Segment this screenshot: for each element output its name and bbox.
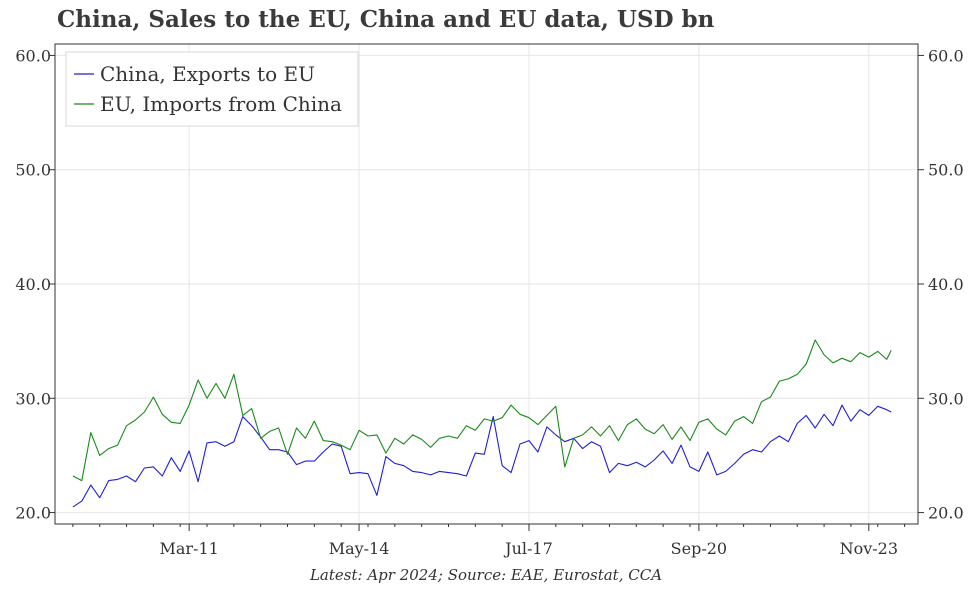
x-tick-label: Nov-23 bbox=[840, 539, 898, 558]
y-tick-label-left: 20.0 bbox=[15, 504, 51, 523]
y-tick-label-left: 60.0 bbox=[15, 46, 51, 65]
x-tick-label: Sep-20 bbox=[671, 539, 727, 558]
y-tick-label-left: 50.0 bbox=[15, 161, 51, 180]
chart-title: China, Sales to the EU, China and EU dat… bbox=[57, 6, 715, 33]
y-tick-label-left: 40.0 bbox=[15, 275, 51, 294]
x-axis: Mar-11 May-14 Jul-17 Sep-20 Nov-23 bbox=[72, 524, 906, 558]
gridlines bbox=[55, 44, 918, 524]
series-line-2 bbox=[72, 339, 892, 482]
x-tick-label: Mar-11 bbox=[159, 539, 218, 558]
y-tick-label-right: 40.0 bbox=[928, 275, 964, 294]
legend-box bbox=[65, 51, 359, 127]
y-axis-right: 20.0 30.0 40.0 50.0 60.0 bbox=[918, 46, 964, 523]
legend-label-1: China, Exports to EU bbox=[100, 62, 315, 86]
source-note: Latest: Apr 2024; Source: EAE, Eurostat,… bbox=[309, 566, 663, 584]
y-tick-label-left: 30.0 bbox=[15, 389, 51, 408]
y-tick-label-right: 20.0 bbox=[928, 504, 964, 523]
legend: China, Exports to EU EU, Imports from Chi… bbox=[65, 51, 359, 127]
y-tick-label-right: 30.0 bbox=[928, 389, 964, 408]
x-tick-label: Jul-17 bbox=[503, 539, 553, 558]
series-line-1 bbox=[72, 404, 892, 508]
y-axis-left: 20.0 30.0 40.0 50.0 60.0 bbox=[15, 46, 55, 523]
series-layer bbox=[72, 339, 892, 508]
y-tick-label-right: 60.0 bbox=[928, 46, 964, 65]
line-chart: 20.0 30.0 40.0 50.0 60.0 20.0 30.0 40.0 50.0 60.… bbox=[15, 43, 964, 558]
legend-label-2: EU, Imports from China bbox=[100, 92, 342, 116]
y-tick-label-right: 50.0 bbox=[928, 161, 964, 180]
x-tick-label: May-14 bbox=[329, 539, 390, 558]
